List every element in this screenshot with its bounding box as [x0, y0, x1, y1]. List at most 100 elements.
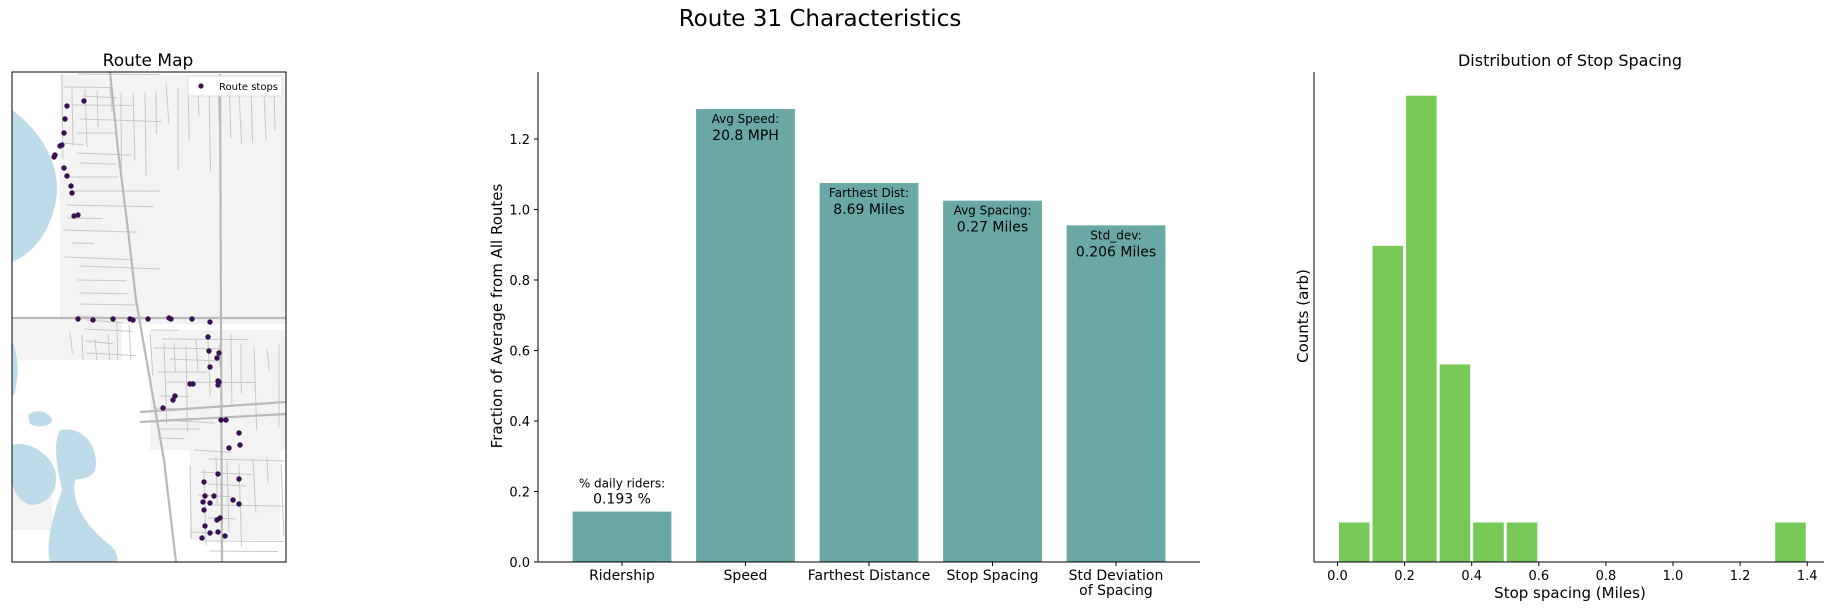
- map-legend: [187, 75, 283, 97]
- route-stop-marker: [215, 529, 221, 535]
- route-stop-marker: [201, 507, 207, 513]
- figure-title: Route 31 Characteristics: [679, 6, 962, 32]
- route-stop-marker: [215, 382, 221, 388]
- bar-annotation-value: 8.69 Miles: [833, 202, 904, 218]
- route-stop-marker: [71, 213, 77, 219]
- route-stop-marker: [51, 154, 57, 160]
- route-stop-marker: [81, 98, 87, 104]
- route-stop-marker: [201, 479, 207, 485]
- histogram-bin-1: [1372, 245, 1404, 562]
- map-frame: [11, 71, 287, 563]
- route-stop-marker: [172, 393, 178, 399]
- route-stop-marker: [211, 493, 217, 499]
- route-stop-marker: [236, 476, 242, 482]
- route-stop-marker: [216, 350, 222, 356]
- route-stop-marker: [75, 316, 81, 322]
- road-network: [61, 73, 285, 553]
- route-stop-marker: [61, 130, 67, 136]
- route-stop-marker: [200, 499, 206, 505]
- bar-annotation-label: Avg Spacing:: [954, 204, 1032, 218]
- route-stop-marker: [199, 535, 205, 541]
- x-tick-label: 0.8: [1596, 569, 1617, 584]
- histogram-bin-2: [1406, 95, 1437, 562]
- bar-2: [819, 183, 919, 563]
- map-panel: Route Map: [11, 51, 287, 563]
- y-tick-label: 0.4: [509, 415, 530, 430]
- route-stop-marker: [205, 334, 211, 340]
- y-tick-label: 0.0: [509, 556, 530, 571]
- y-tick-label: 1.2: [509, 133, 530, 148]
- y-tick-label: 0.2: [509, 485, 530, 500]
- bar-0: [572, 511, 672, 562]
- route-stop-marker: [214, 355, 220, 361]
- x-tick-label: 1.4: [1797, 569, 1818, 584]
- route-stop-marker: [189, 316, 195, 322]
- route-stop-marker: [215, 471, 221, 477]
- histogram-title: Distribution of Stop Spacing: [1458, 51, 1682, 70]
- route-stop-marker: [207, 500, 213, 506]
- x-tick-label: 1.0: [1663, 569, 1684, 584]
- y-tick-label: 0.8: [509, 274, 530, 289]
- route-stop-marker: [64, 173, 70, 179]
- bar-annotation-label: % daily riders:: [579, 477, 665, 491]
- histogram-bin-3: [1439, 364, 1471, 562]
- route-stop-marker: [214, 517, 220, 523]
- route-stop-marker: [130, 317, 136, 323]
- bar-1: [696, 109, 795, 562]
- stop-spacing-histogram: Distribution of Stop Spacing Counts (arb…: [1294, 51, 1824, 602]
- route-stop-marker: [226, 445, 232, 451]
- x-tick-label: 1.2: [1730, 569, 1751, 584]
- route-stop-marker: [202, 523, 208, 529]
- route-stop-marker: [236, 430, 242, 436]
- summary-bar-chart: Fraction of Average from All Routes 0.0 0…: [488, 72, 1200, 599]
- route-stop-marker: [168, 316, 174, 322]
- histogram-bin-6: [1775, 522, 1806, 562]
- route-stop-marker: [207, 364, 213, 370]
- route-stop-marker: [207, 530, 213, 536]
- route-stop-marker: [207, 319, 213, 325]
- x-tick-label: 0.4: [1461, 569, 1482, 584]
- route-stop-marker: [145, 316, 151, 322]
- bar-annotation-value: 0.27 Miles: [957, 220, 1028, 236]
- route-stop-marker: [68, 183, 74, 189]
- route-stop-marker: [160, 405, 166, 411]
- map-legend-label: Route stops: [219, 82, 278, 93]
- route-stop-marker: [170, 397, 176, 403]
- route-stop-marker: [202, 493, 208, 499]
- route-stop-marker: [110, 316, 116, 322]
- x-tick-label: 0.6: [1528, 569, 1549, 584]
- map-canvas[interactable]: Route stops: [12, 72, 286, 562]
- x-tick-label: of Spacing: [1079, 583, 1153, 599]
- histogram-xlabel: Stop spacing (Miles): [1494, 584, 1646, 602]
- y-tick-label: 0.6: [509, 344, 530, 359]
- y-tick-label: 1.0: [509, 203, 530, 218]
- route-stop-marker: [64, 103, 70, 109]
- bar-annotation-label: Farthest Dist:: [829, 186, 909, 200]
- x-tick-label: Ridership: [589, 568, 655, 584]
- bar-4: [1066, 225, 1166, 562]
- bar-chart-ylabel: Fraction of Average from All Routes: [488, 184, 506, 449]
- route-stop-marker: [190, 381, 196, 387]
- route-stop-marker: [223, 417, 229, 423]
- map-title: Route Map: [103, 51, 194, 71]
- histogram-ylabel: Counts (arb): [1294, 269, 1312, 363]
- x-tick-label: 0.0: [1327, 569, 1348, 584]
- bar-annotation-value: 0.193 %: [593, 492, 651, 508]
- route-stop-marker: [237, 442, 243, 448]
- x-tick-label: 0.2: [1394, 569, 1415, 584]
- route-stop-marker: [218, 417, 224, 423]
- x-tick-label: Speed: [724, 568, 768, 584]
- route-stop-marker: [69, 190, 75, 196]
- bar-annotation-value: 20.8 MPH: [712, 128, 779, 144]
- histogram-bin-4: [1473, 522, 1504, 562]
- histogram-bin-5: [1506, 522, 1538, 562]
- bar-annotation-label: Avg Speed:: [712, 112, 780, 126]
- bar-3: [943, 200, 1042, 562]
- x-tick-label: Stop Spacing: [947, 568, 1039, 584]
- histogram-bin-0: [1338, 522, 1370, 562]
- route-stop-marker: [90, 317, 96, 323]
- route-stop-marker: [62, 116, 68, 122]
- route-stop-marker: [230, 497, 236, 503]
- route-stops: [51, 98, 243, 541]
